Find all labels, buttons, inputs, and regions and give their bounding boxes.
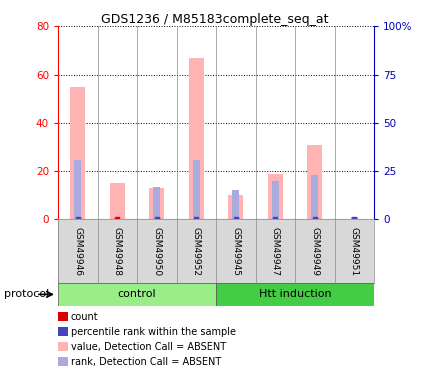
Text: GSM49947: GSM49947 (271, 227, 280, 276)
Text: GSM49945: GSM49945 (231, 227, 240, 276)
Text: count: count (71, 312, 98, 322)
Text: GSM49952: GSM49952 (192, 227, 201, 276)
Bar (153, 186, 160, 219)
Text: GSM49951: GSM49951 (350, 227, 359, 276)
Bar (351, 217, 358, 219)
Text: GSM49949: GSM49949 (310, 227, 319, 276)
Text: GSM49948: GSM49948 (113, 227, 122, 276)
Text: rank, Detection Call = ABSENT: rank, Detection Call = ABSENT (71, 357, 221, 367)
Bar (149, 188, 164, 219)
Text: value, Detection Call = ABSENT: value, Detection Call = ABSENT (71, 342, 226, 352)
Text: GSM49946: GSM49946 (73, 227, 82, 276)
Text: protocol: protocol (4, 290, 49, 299)
Bar (74, 159, 81, 219)
Bar (110, 183, 125, 219)
Bar (58, 283, 216, 306)
Bar (193, 159, 200, 219)
Text: Htt induction: Htt induction (259, 290, 332, 299)
Bar (268, 174, 283, 219)
Text: GDS1236 / M85183complete_seq_at: GDS1236 / M85183complete_seq_at (101, 13, 329, 26)
Bar (307, 144, 322, 219)
Bar (232, 190, 240, 219)
Bar (189, 58, 204, 219)
Bar (228, 195, 243, 219)
Text: percentile rank within the sample: percentile rank within the sample (71, 327, 236, 337)
Bar (272, 181, 279, 219)
Bar (216, 283, 374, 306)
Bar (311, 175, 318, 219)
Text: GSM49950: GSM49950 (152, 227, 161, 276)
Bar (70, 87, 85, 219)
Text: control: control (118, 290, 157, 299)
